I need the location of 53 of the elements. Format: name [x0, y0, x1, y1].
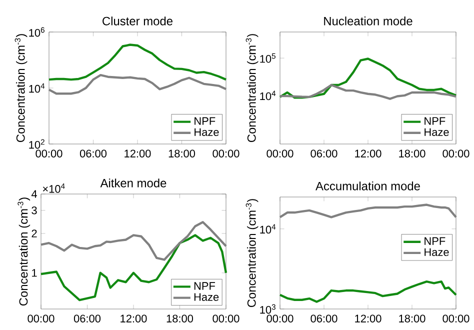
x-tick-label: 12:00	[120, 314, 147, 322]
x-tick-label: 18:00	[399, 150, 426, 158]
chart-title: Accumulation mode	[316, 182, 420, 190]
x-tick-label: 12:00	[124, 150, 151, 158]
legend-label: Haze	[424, 248, 449, 256]
x-tick-label: 00:00	[212, 314, 240, 322]
x-tick-label: 06:00	[310, 150, 338, 158]
chart-title: Nucleation mode	[324, 16, 412, 26]
y-tick-label: 10$^{6}$	[29, 27, 44, 37]
y-axis-title: Concentration (cm$^{-3}$)	[246, 199, 258, 308]
x-tick-label: 12:00	[355, 314, 382, 322]
y-tick-label: 10$^{3}$	[260, 304, 276, 314]
x-tick-label: 06:00	[310, 314, 338, 322]
chart-title: Aitken mode	[100, 178, 166, 188]
y-axis-title: Concentration (cm$^{-3}$)	[14, 34, 28, 142]
line-series	[40, 234, 228, 302]
x-tick-label: 00:00	[36, 150, 62, 158]
chart-title: Cluster mode	[102, 16, 172, 26]
y-tick-label: 10$^{5}$	[260, 53, 276, 63]
x-tick-label: 00:00	[28, 314, 54, 322]
x-tick-label: 18:00	[168, 150, 196, 158]
x-tick-label: 00:00	[442, 150, 470, 158]
legend-label: NPF	[424, 117, 446, 125]
x-tick-label: 00:00	[442, 314, 470, 322]
y-tick-label: 10$^{4}$	[260, 90, 276, 100]
legend-label: NPF	[194, 117, 216, 125]
legend-label: NPF	[424, 237, 446, 245]
line-series	[48, 44, 228, 81]
line-series	[278, 280, 458, 303]
y-tick-label: 4	[31, 190, 37, 198]
legend-label: NPF	[194, 282, 215, 290]
x-tick-label: 18:00	[166, 314, 194, 322]
x-tick-label: 00:00	[266, 150, 294, 158]
y-tick-label: 10$^{4}$	[29, 83, 45, 93]
x-tick-label: 06:00	[80, 150, 107, 158]
y-axis-title: Concentration (cm$^{-3}$)	[246, 34, 258, 142]
text: ×10$^{4}$	[42, 183, 65, 193]
y-axis-title: Concentration (cm$^{-3}$)	[18, 198, 30, 306]
legend-label: Haze	[194, 293, 219, 301]
legend-label: Haze	[424, 128, 449, 136]
x-tick-label: 00:00	[212, 150, 240, 158]
x-tick-label: 12:00	[355, 150, 382, 158]
legend-label: Haze	[194, 128, 219, 136]
y-tick-label: 2	[32, 230, 37, 238]
x-tick-label: 00:00	[266, 314, 294, 322]
line-series	[278, 58, 458, 99]
line-series	[40, 221, 228, 261]
y-tick-label: 1	[32, 269, 37, 277]
y-tick-label: 3	[32, 206, 37, 214]
y-tick-label: 10$^{4}$	[260, 224, 276, 234]
x-tick-label: 06:00	[74, 314, 101, 322]
x-tick-label: 18:00	[399, 314, 426, 322]
y-tick-label: 10$^{2}$	[29, 139, 44, 149]
